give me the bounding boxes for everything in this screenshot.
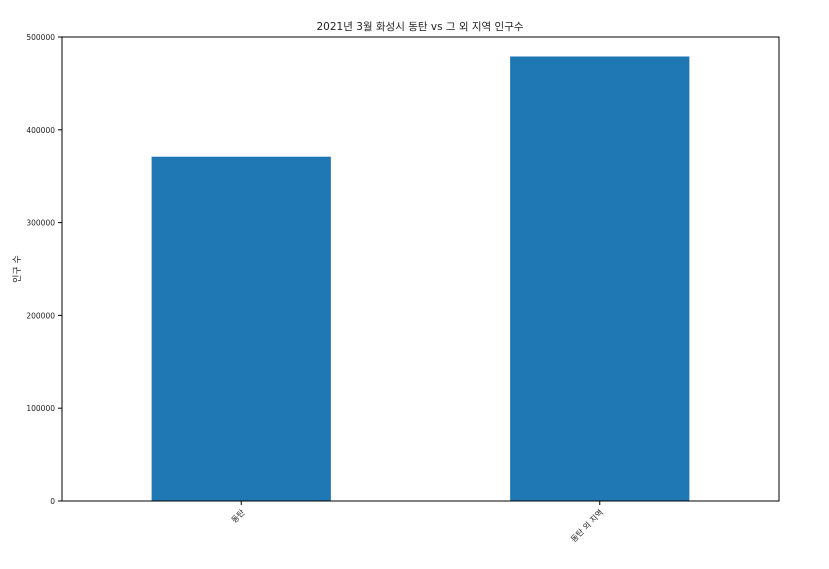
bar-0 (151, 156, 331, 501)
chart-title: 2021년 3월 화성시 동탄 vs 그 외 지역 인구수 (316, 21, 523, 33)
y-tick-label: 100000 (26, 404, 55, 413)
x-tick-label: 동탄 (229, 507, 247, 525)
plot-area-frame (61, 36, 780, 502)
y-tick-label: 300000 (26, 219, 55, 228)
bar-1 (510, 56, 690, 501)
y-axis-label: 인구 수 (12, 255, 23, 283)
x-tick-label: 동탄 외 지역 (568, 507, 605, 544)
y-tick-label: 0 (50, 497, 55, 506)
bars-layer (151, 56, 690, 501)
y-axis-ticks: 0 100000 200000 300000 400000 500000 (26, 33, 62, 506)
y-tick-label: 200000 (26, 311, 55, 320)
x-axis-ticks: 동탄 동탄 외 지역 (229, 501, 605, 544)
y-tick-label: 400000 (26, 126, 55, 135)
y-tick-label: 500000 (26, 33, 55, 42)
